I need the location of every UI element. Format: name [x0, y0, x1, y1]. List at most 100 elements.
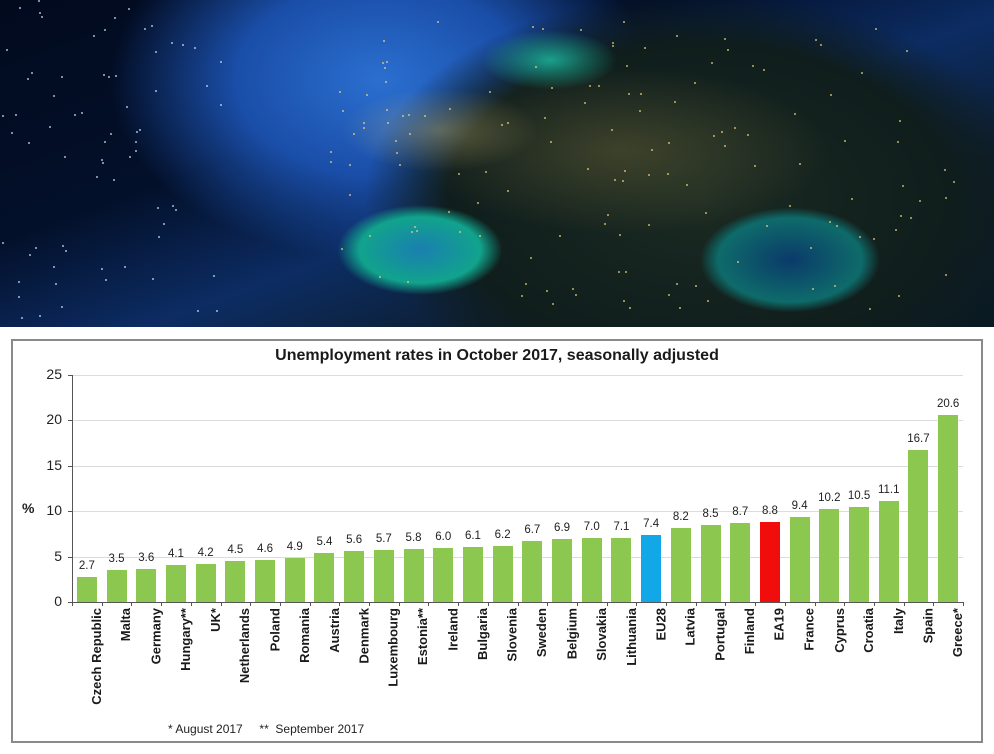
x-category-label: EU28 — [653, 608, 669, 641]
bar-germany — [136, 569, 157, 602]
bar-czech-republic — [76, 577, 97, 602]
city-light-dot — [546, 289, 549, 292]
x-tick-mark — [666, 602, 667, 606]
gridline — [72, 420, 963, 422]
x-tick-mark — [190, 602, 192, 606]
star-dot — [80, 112, 83, 115]
city-light-dot — [651, 148, 654, 151]
y-tick-label: 20 — [46, 411, 62, 428]
star-dot — [135, 150, 138, 153]
city-light-dot — [675, 35, 678, 38]
x-tick-mark — [725, 602, 727, 606]
star-dot — [37, 0, 40, 3]
x-category-label: Sweden — [534, 608, 550, 658]
star-dot — [14, 113, 17, 116]
city-light-dot — [623, 300, 626, 303]
city-light-dot — [858, 235, 861, 238]
star-dot — [193, 46, 196, 49]
city-light-dot — [458, 173, 461, 176]
star-dot — [62, 245, 65, 248]
x-tick-mark — [428, 602, 430, 606]
chart-title: Unemployment rates in October 2017, seas… — [275, 347, 719, 364]
star-dot — [197, 309, 200, 312]
star-dot — [123, 265, 126, 268]
star-dot — [151, 278, 154, 281]
star-dot — [38, 11, 41, 14]
city-light-dot — [485, 171, 488, 174]
city-light-dot — [385, 81, 388, 84]
city-light-dot — [713, 134, 716, 137]
city-light-dot — [694, 284, 697, 287]
x-tick-mark — [101, 602, 103, 606]
city-light-dot — [574, 294, 577, 297]
city-light-dot — [747, 133, 750, 136]
city-light-dot — [447, 210, 450, 213]
city-light-dot — [621, 180, 624, 183]
star-dot — [109, 132, 112, 135]
city-light-dot — [368, 235, 371, 238]
star-dot — [100, 158, 103, 161]
star-dot — [74, 114, 77, 117]
city-light-dot — [627, 92, 630, 95]
city-light-dot — [366, 94, 369, 97]
bar-italy — [878, 501, 899, 602]
star-dot — [40, 16, 43, 19]
star-dot — [108, 75, 111, 78]
city-light-dot — [386, 108, 389, 111]
x-category-label: Greece* — [950, 608, 966, 658]
city-light-dot — [736, 260, 739, 263]
bar-value-label: 7.1 — [613, 520, 630, 533]
x-tick-mark — [755, 602, 757, 606]
city-light-dot — [363, 127, 366, 130]
city-light-dot — [479, 234, 481, 237]
city-light-dot — [814, 39, 817, 42]
city-light-dot — [810, 246, 813, 249]
europe-night-satellite-image — [0, 0, 994, 327]
star-dot — [65, 250, 68, 252]
star-dot — [28, 253, 31, 256]
star-dot — [18, 6, 21, 9]
x-category-label: France — [801, 608, 817, 651]
city-light-dot — [945, 196, 948, 199]
star-dot — [135, 131, 138, 134]
city-light-dot — [550, 140, 553, 143]
star-dot — [219, 103, 222, 106]
bar-value-label: 8.8 — [761, 505, 778, 518]
y-tick-mark — [68, 511, 72, 513]
x-category-label: Luxembourg — [385, 608, 401, 687]
bar-value-label: 6.0 — [435, 530, 452, 543]
bar-hungary — [165, 564, 186, 602]
star-dot — [154, 50, 157, 53]
y-axis — [72, 375, 73, 603]
bar-value-label: 11.1 — [877, 484, 900, 497]
bar-sweden — [522, 541, 543, 602]
bar-value-label: 4.2 — [197, 546, 214, 559]
city-light-dot — [910, 216, 913, 219]
bar-value-label: 6.2 — [494, 528, 511, 541]
city-light-dot — [436, 20, 439, 23]
x-category-label: Cyprus — [831, 608, 847, 653]
star-dot — [127, 7, 130, 10]
city-light-dot — [763, 68, 766, 71]
city-light-dot — [506, 189, 509, 192]
bar-malta — [106, 570, 127, 602]
x-axis — [68, 602, 963, 603]
city-light-dot — [558, 234, 561, 237]
x-category-label: Finland — [742, 608, 758, 655]
city-light-dot — [788, 205, 791, 208]
star-dot — [162, 223, 165, 226]
city-light-dot — [525, 283, 528, 286]
bar-spain — [908, 450, 929, 602]
city-light-dot — [406, 280, 409, 283]
bar-eu28 — [641, 534, 662, 602]
x-tick-mark — [250, 602, 252, 606]
city-light-dot — [668, 142, 670, 145]
x-tick-mark — [576, 602, 578, 606]
star-dot — [10, 131, 13, 134]
bar-netherlands — [225, 561, 246, 602]
y-tick-label: 15 — [46, 456, 62, 473]
star-dot — [60, 75, 63, 78]
star-dot — [181, 43, 184, 46]
x-tick-mark — [279, 602, 281, 606]
y-tick-label: 5 — [54, 547, 62, 564]
